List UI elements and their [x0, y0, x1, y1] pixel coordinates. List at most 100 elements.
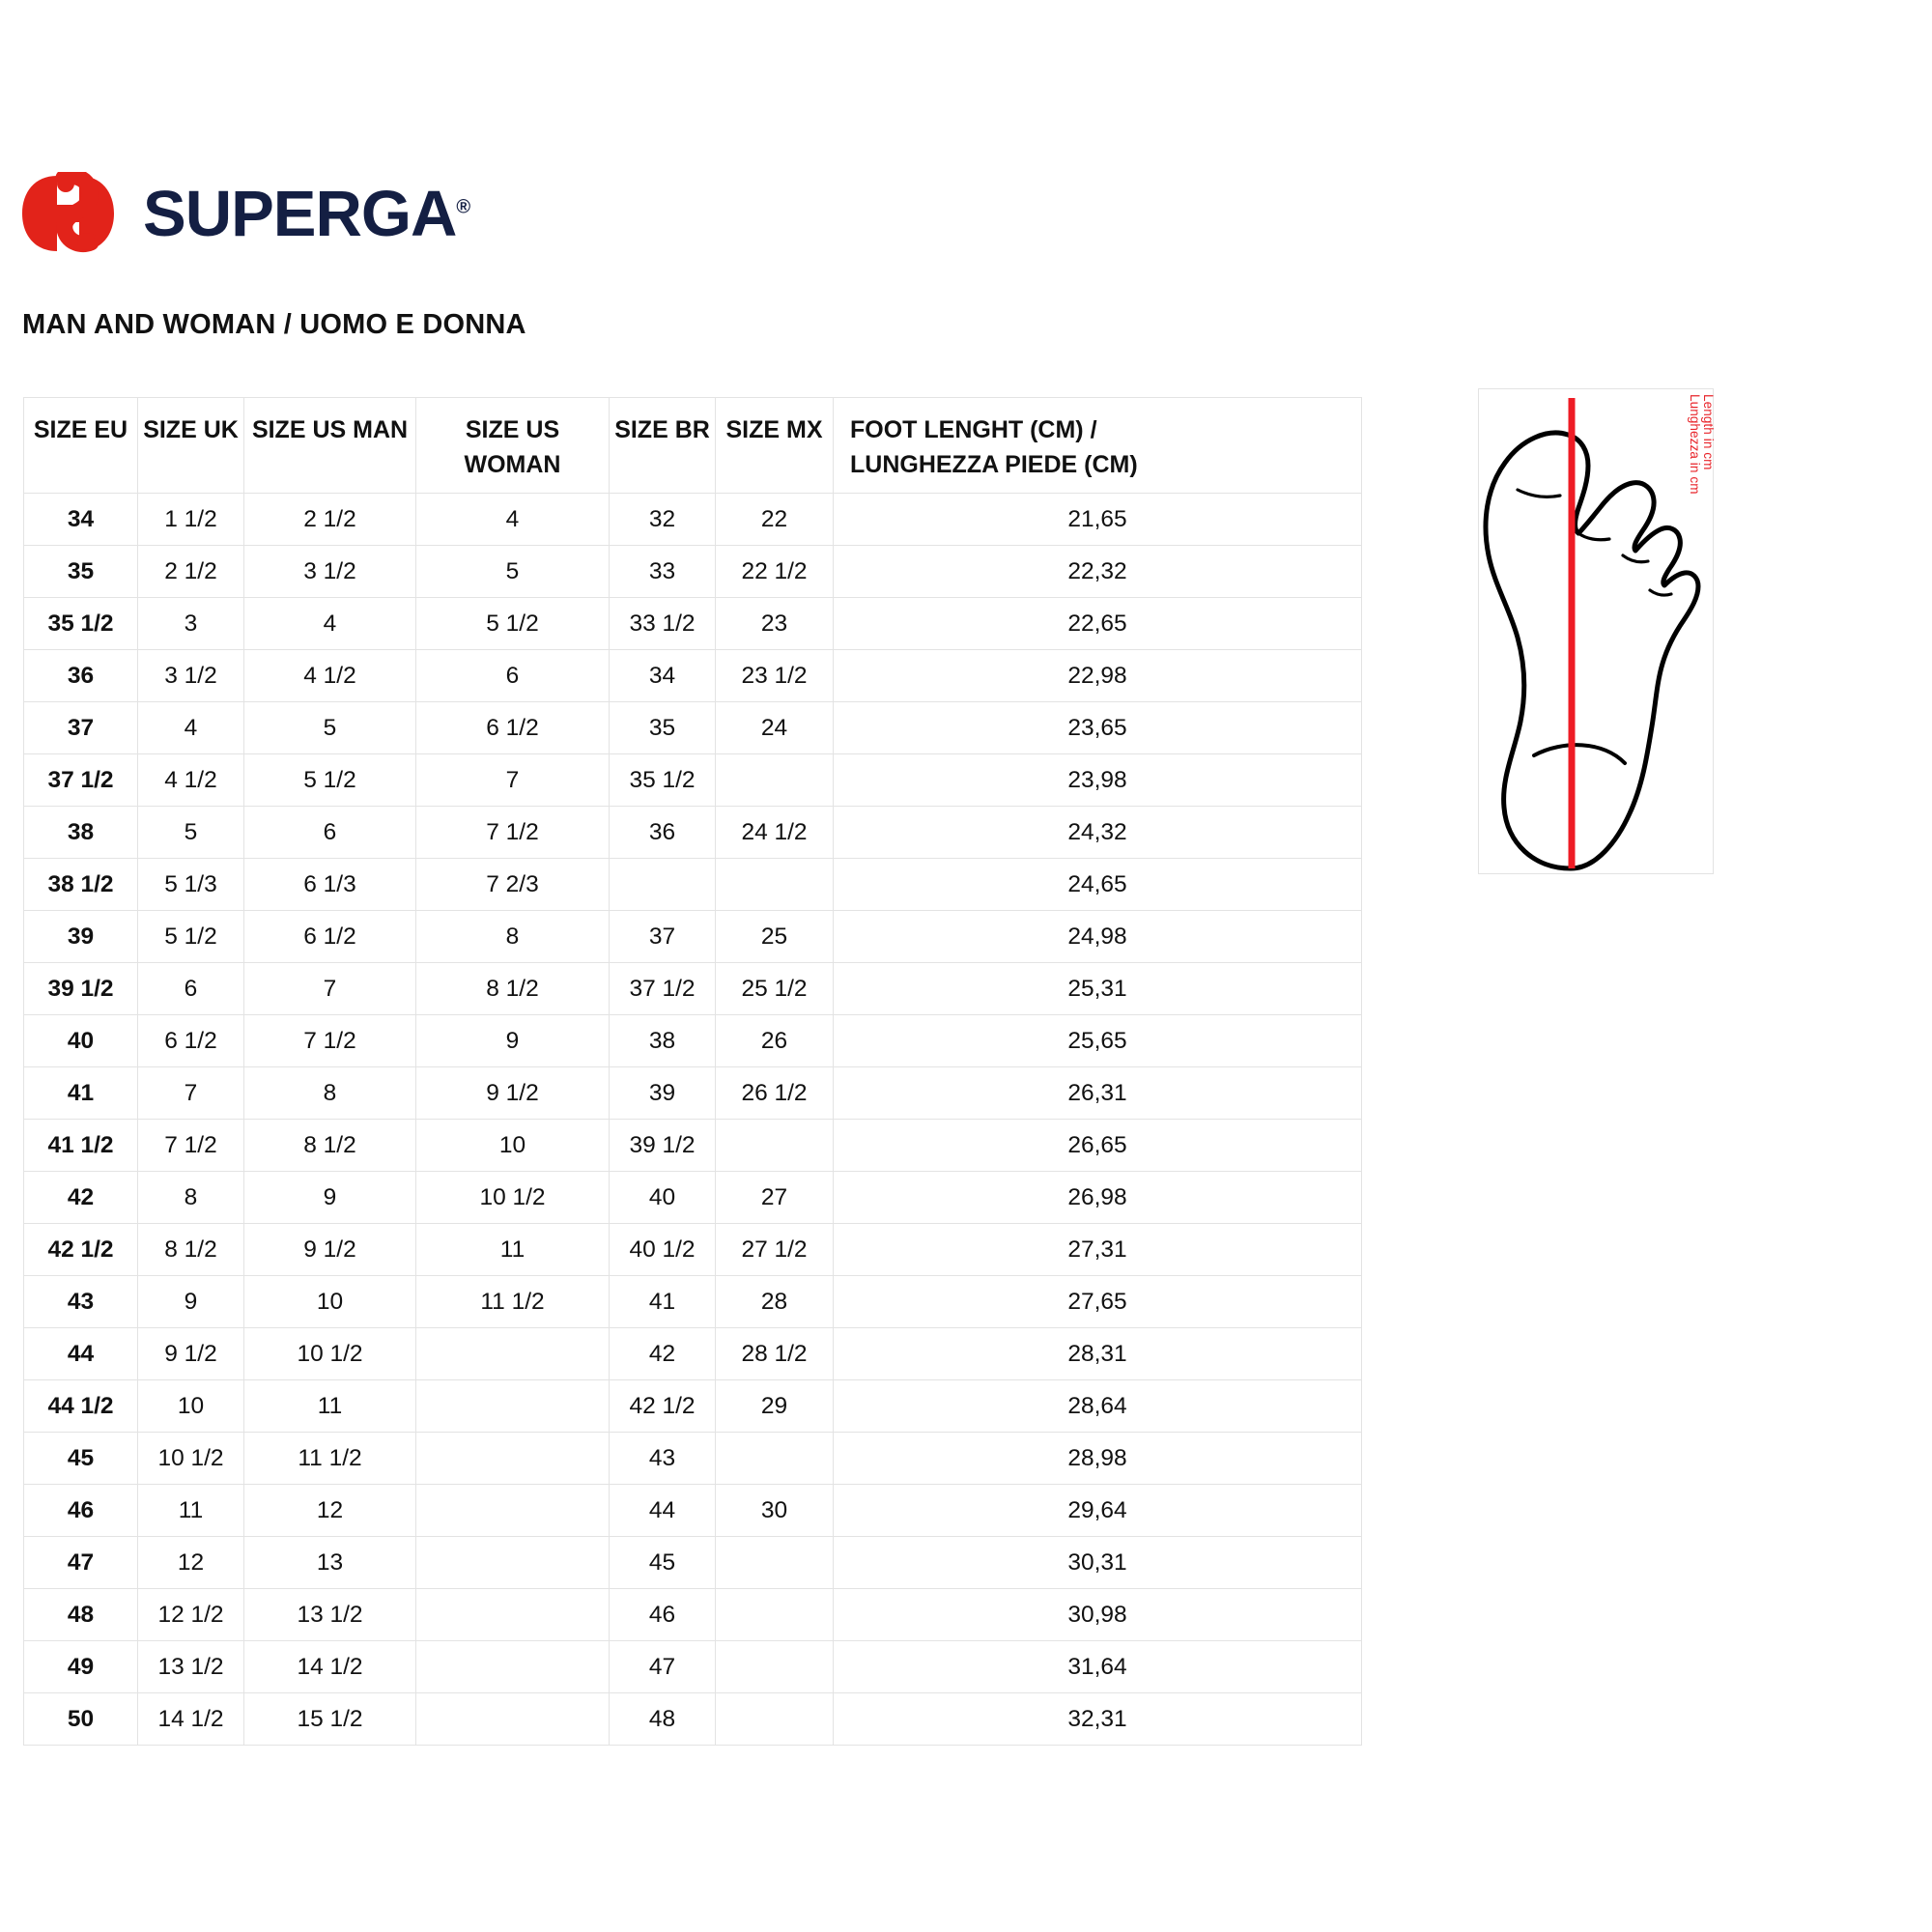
column-header-size-uk: SIZE UK — [137, 397, 244, 494]
cell-size-us-woman: 5 1/2 — [415, 597, 610, 650]
column-header-size-us-woman: SIZE US WOMAN — [415, 397, 610, 494]
cell-size-us-woman — [415, 1484, 610, 1537]
cell-size-eu: 41 — [23, 1066, 138, 1120]
cell-size-mx — [715, 1588, 834, 1641]
cell-size-us-woman: 10 — [415, 1119, 610, 1172]
superga-wordmark-text: SUPERGA — [143, 177, 457, 250]
size-conversion-table: SIZE EU SIZE UK SIZE US MAN SIZE US WOMA… — [23, 397, 1362, 1746]
cell-size-mx: 27 1/2 — [715, 1223, 834, 1276]
column-header-size-mx: SIZE MX — [715, 397, 834, 494]
table-row: 44 1/2 10 11 42 1/2 29 28,64 — [23, 1379, 1362, 1433]
cell-size-mx — [715, 1536, 834, 1589]
cell-size-mx: 28 — [715, 1275, 834, 1328]
foot-length-line-1: FOOT LENGHT (CM) / — [850, 416, 1097, 443]
superga-s-mark-icon — [22, 172, 114, 253]
superga-logo: SUPERGA® — [21, 172, 470, 255]
cell-size-us-man: 8 — [243, 1066, 416, 1120]
cell-size-uk: 7 — [137, 1066, 244, 1120]
cell-size-us-man: 7 — [243, 962, 416, 1015]
table-row: 45 10 1/2 11 1/2 43 28,98 — [23, 1432, 1362, 1485]
cell-size-uk: 4 1/2 — [137, 753, 244, 807]
cell-size-br: 39 1/2 — [609, 1119, 716, 1172]
cell-size-eu: 35 — [23, 545, 138, 598]
table-body: 34 1 1/2 2 1/2 4 32 22 21,65 35 2 1/2 3 1/2 5 33 22 … — [23, 493, 1362, 1746]
table-row: 46 11 12 44 30 29,64 — [23, 1484, 1362, 1537]
cell-size-mx: 22 — [715, 493, 834, 546]
column-header-size-br: SIZE BR — [609, 397, 716, 494]
cell-size-uk: 5 — [137, 806, 244, 859]
cell-size-us-woman — [415, 1640, 610, 1693]
cell-size-us-woman: 4 — [415, 493, 610, 546]
registered-trademark-icon: ® — [456, 196, 471, 218]
cell-foot-length: 23,65 — [833, 701, 1362, 754]
cell-size-br — [609, 858, 716, 911]
cell-size-br: 35 — [609, 701, 716, 754]
cell-size-us-man: 5 — [243, 701, 416, 754]
diagram-label-length-en: Length in cm — [1701, 394, 1716, 470]
cell-size-uk: 2 1/2 — [137, 545, 244, 598]
cell-foot-length: 22,98 — [833, 649, 1362, 702]
cell-size-us-man: 13 1/2 — [243, 1588, 416, 1641]
cell-size-uk: 1 1/2 — [137, 493, 244, 546]
cell-foot-length: 32,31 — [833, 1692, 1362, 1746]
cell-size-eu: 48 — [23, 1588, 138, 1641]
table-row: 49 13 1/2 14 1/2 47 31,64 — [23, 1640, 1362, 1693]
cell-size-eu: 45 — [23, 1432, 138, 1485]
cell-size-us-man: 7 1/2 — [243, 1014, 416, 1067]
table-row: 35 1/2 3 4 5 1/2 33 1/2 23 22,65 — [23, 597, 1362, 650]
cell-size-us-woman: 5 — [415, 545, 610, 598]
cell-size-us-woman: 7 — [415, 753, 610, 807]
cell-size-eu: 39 1/2 — [23, 962, 138, 1015]
cell-size-us-woman: 10 1/2 — [415, 1171, 610, 1224]
cell-foot-length: 21,65 — [833, 493, 1362, 546]
cell-foot-length: 26,98 — [833, 1171, 1362, 1224]
table-header: SIZE EU SIZE UK SIZE US MAN SIZE US WOMA… — [23, 397, 1362, 494]
cell-size-mx: 24 1/2 — [715, 806, 834, 859]
cell-size-eu: 37 1/2 — [23, 753, 138, 807]
table-row: 34 1 1/2 2 1/2 4 32 22 21,65 — [23, 493, 1362, 546]
table-row: 47 12 13 45 30,31 — [23, 1536, 1362, 1589]
cell-size-uk: 5 1/3 — [137, 858, 244, 911]
cell-size-uk: 9 1/2 — [137, 1327, 244, 1380]
cell-size-mx — [715, 753, 834, 807]
cell-size-eu: 49 — [23, 1640, 138, 1693]
cell-size-us-woman: 9 1/2 — [415, 1066, 610, 1120]
cell-foot-length: 24,65 — [833, 858, 1362, 911]
cell-size-uk: 7 1/2 — [137, 1119, 244, 1172]
cell-size-mx: 28 1/2 — [715, 1327, 834, 1380]
cell-size-br: 40 — [609, 1171, 716, 1224]
cell-size-us-woman: 11 1/2 — [415, 1275, 610, 1328]
foot-length-line-2: LUNGHEZZA PIEDE (CM) — [850, 450, 1138, 478]
cell-size-br: 42 — [609, 1327, 716, 1380]
cell-size-us-woman: 8 — [415, 910, 610, 963]
cell-size-us-woman — [415, 1327, 610, 1380]
table-row: 41 1/2 7 1/2 8 1/2 10 39 1/2 26,65 — [23, 1119, 1362, 1172]
cell-size-us-man: 3 1/2 — [243, 545, 416, 598]
cell-size-mx — [715, 1692, 834, 1746]
cell-size-eu: 34 — [23, 493, 138, 546]
cell-size-br: 38 — [609, 1014, 716, 1067]
cell-size-eu: 37 — [23, 701, 138, 754]
cell-size-br: 39 — [609, 1066, 716, 1120]
cell-size-uk: 3 1/2 — [137, 649, 244, 702]
cell-size-eu: 35 1/2 — [23, 597, 138, 650]
table-row: 48 12 1/2 13 1/2 46 30,98 — [23, 1588, 1362, 1641]
cell-foot-length: 22,65 — [833, 597, 1362, 650]
cell-size-us-man: 5 1/2 — [243, 753, 416, 807]
table-row: 40 6 1/2 7 1/2 9 38 26 25,65 — [23, 1014, 1362, 1067]
cell-size-mx: 23 — [715, 597, 834, 650]
cell-size-br: 33 1/2 — [609, 597, 716, 650]
cell-foot-length: 24,98 — [833, 910, 1362, 963]
cell-size-us-man: 6 1/2 — [243, 910, 416, 963]
cell-size-br: 35 1/2 — [609, 753, 716, 807]
cell-size-uk: 13 1/2 — [137, 1640, 244, 1693]
cell-size-us-man: 14 1/2 — [243, 1640, 416, 1693]
cell-size-br: 34 — [609, 649, 716, 702]
cell-size-us-man: 2 1/2 — [243, 493, 416, 546]
cell-size-us-woman: 8 1/2 — [415, 962, 610, 1015]
cell-size-eu: 44 — [23, 1327, 138, 1380]
cell-foot-length: 27,65 — [833, 1275, 1362, 1328]
cell-size-br: 48 — [609, 1692, 716, 1746]
cell-size-us-man: 6 — [243, 806, 416, 859]
cell-size-us-man: 9 1/2 — [243, 1223, 416, 1276]
